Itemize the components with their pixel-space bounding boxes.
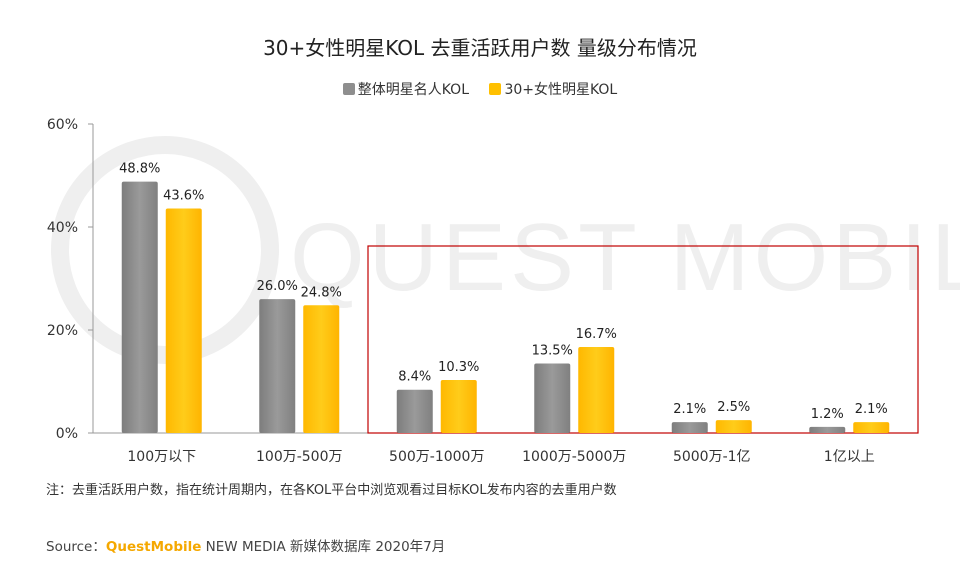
- bar-overall: [534, 363, 571, 433]
- bar-female-30plus: [440, 379, 477, 433]
- x-category-label: 100万以下: [127, 449, 196, 465]
- bar-overall: [396, 389, 433, 433]
- source-prefix: Source：: [46, 539, 106, 555]
- data-label: 26.0%: [257, 279, 298, 294]
- legend-item-female-30plus: 30+女性明星KOL: [489, 79, 617, 99]
- bar-overall: [809, 426, 846, 433]
- highlight-box: [367, 245, 919, 434]
- data-label: 48.8%: [119, 162, 160, 177]
- source-brand: QuestMobile: [105, 539, 202, 555]
- y-tick-label: 0%: [56, 426, 78, 442]
- y-tick-label: 60%: [47, 117, 78, 133]
- data-label: 16.7%: [576, 327, 617, 342]
- legend-swatch-gold: [489, 83, 502, 95]
- data-label: 2.1%: [673, 402, 706, 417]
- source-line: Source：QuestMobile NEW MEDIA 新媒体数据库 2020…: [46, 535, 445, 555]
- legend-swatch-gray: [342, 83, 355, 95]
- bar-overall: [121, 181, 158, 433]
- bar-female-30plus: [715, 420, 752, 433]
- legend-label-overall: 整体明星名人KOL: [357, 82, 469, 98]
- bar-overall: [259, 299, 296, 433]
- legend-item-overall: 整体明星名人KOL: [342, 79, 469, 99]
- bar-female-30plus: [165, 208, 202, 433]
- bar-overall: [671, 422, 708, 433]
- watermark-logo-icon: [51, 136, 279, 364]
- source-rest: NEW MEDIA 新媒体数据库 2020年7月: [201, 539, 446, 555]
- y-tick-label: 40%: [47, 220, 78, 236]
- footnote: 注：去重活跃用户数，指在统计周期内，在各KOL平台中浏览观看过目标KOL发布内容…: [46, 483, 617, 498]
- bar-female-30plus: [853, 422, 890, 433]
- data-label: 2.1%: [855, 402, 888, 417]
- x-category-label: 100万-500万: [256, 449, 343, 465]
- watermark-text: QUEST MOBILE: [290, 204, 960, 311]
- data-label: 2.5%: [717, 400, 750, 415]
- x-category-label: 1亿以上: [824, 449, 875, 465]
- x-category-label: 500万-1000万: [389, 449, 484, 465]
- bar-chart: QUEST MOBILE 0% 20% 40% 60% 48.8%43.6% 100万以下…: [47, 117, 960, 465]
- legend: 整体明星名人KOL 30+女性明星KOL: [0, 79, 960, 99]
- data-label: 13.5%: [532, 343, 573, 358]
- bar-female-30plus: [578, 346, 615, 433]
- data-label: 8.4%: [398, 370, 431, 385]
- watermark: QUEST MOBILE: [51, 136, 960, 364]
- legend-label-female-30plus: 30+女性明星KOL: [504, 82, 618, 98]
- data-label: 1.2%: [811, 407, 844, 422]
- data-label: 43.6%: [163, 188, 204, 203]
- chart-title: 30+女性明星KOL 去重活跃用户数 量级分布情况: [263, 36, 697, 60]
- x-category-label: 5000万-1亿: [673, 449, 751, 465]
- y-tick-label: 20%: [47, 323, 78, 339]
- data-label: 10.3%: [438, 360, 479, 375]
- x-category-label: 1000万-5000万: [522, 449, 626, 465]
- bar-female-30plus: [303, 305, 340, 433]
- data-label: 24.8%: [301, 285, 342, 300]
